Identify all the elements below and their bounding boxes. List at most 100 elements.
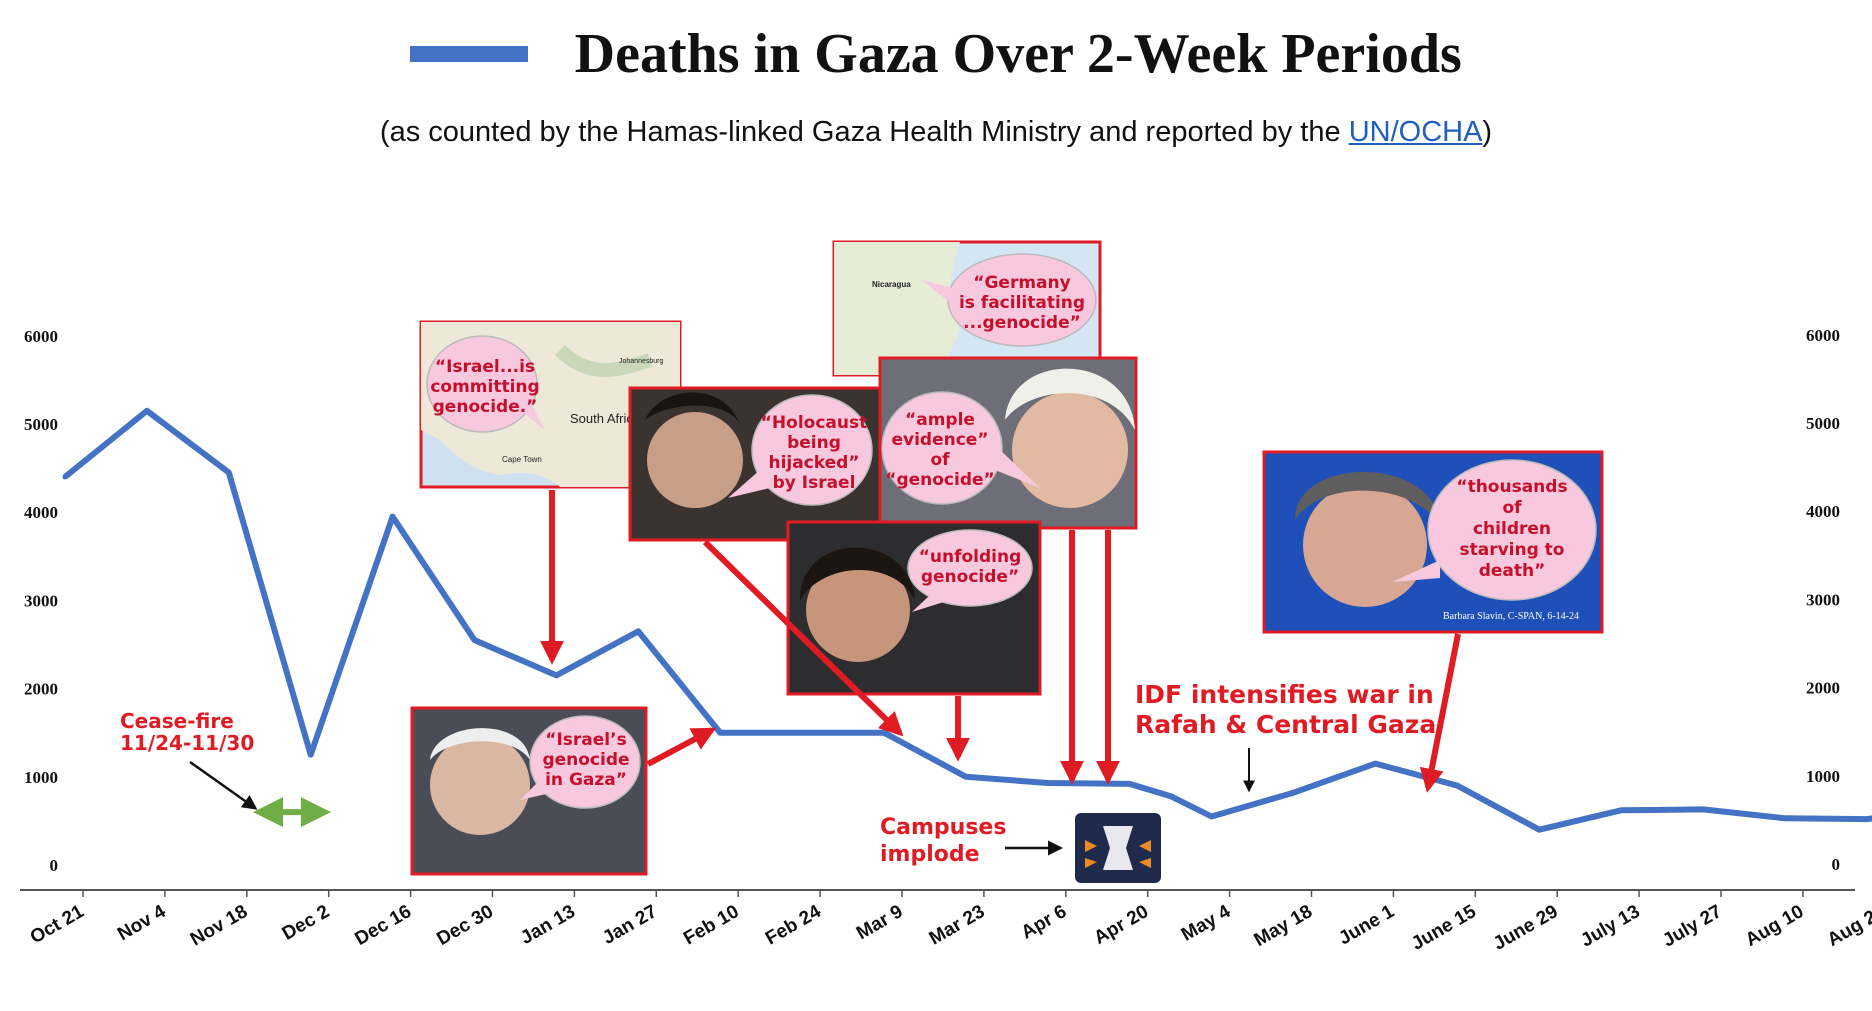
x-tick-label: Apr 6 [1018,901,1071,943]
x-tick-label: Aug 24 [1824,901,1872,951]
data-point [390,514,396,520]
data-point [1291,790,1296,796]
x-tick-label: Nov 18 [187,901,251,950]
data-point [1045,780,1051,786]
campuses-annotation-line1: Campuses [880,815,1006,840]
portrait-placeholder [430,735,530,835]
campuses-annotation-line2: implode [880,842,980,867]
quote-holocaust-3: hijacked” [768,453,859,473]
data-point [62,474,68,480]
y-axis-left: 0 1000 2000 3000 4000 5000 6000 [24,327,58,875]
x-tick-label: Oct 21 [27,901,88,948]
map-label-nicaragua: Nicaragua [872,280,911,289]
panel-germany: Nicaragua “Germany is facilitating ...ge… [832,240,1102,377]
x-tick-label: Mar 23 [926,901,989,949]
data-point [472,637,477,643]
source-link[interactable]: UN/OCHA [1348,116,1483,148]
campus-implode-icon [1075,813,1161,883]
quote-sanders-3: in Gaza” [545,770,627,790]
y-tick-label-left: 5000 [24,415,58,434]
y-tick-label-left: 2000 [24,680,58,699]
y-tick-label-left: 4000 [24,503,58,522]
arrow-thousands [1419,633,1461,793]
data-point [1168,793,1174,799]
quote-ample-1: “ample [905,410,975,430]
quote-thousands-3: children [1473,519,1551,539]
quote-ample-3: of [930,450,950,470]
photo-caption: Barbara Slavin, C-SPAN, 6-14-24 [1443,611,1579,622]
chart-title: Deaths in Gaza Over 2-Week Periods [574,23,1462,85]
panel-holocaust: “Holocaust being hijacked” by Israel [628,386,882,542]
data-point [881,730,887,736]
x-tick-label: May 18 [1251,901,1316,951]
subtitle-text: (as counted by the Hamas-linked Gaza Hea… [379,116,1349,148]
ceasefire-label-line2: 11/24-11/30 [120,731,254,755]
y-tick-label-left: 0 [50,856,59,875]
x-tick-label: Jan 27 [599,901,661,949]
series-layer [62,407,1872,833]
portrait-placeholder [806,558,910,662]
map-label-cape-town: Cape Town [502,455,542,464]
y-tick-label-right: 2000 [1806,679,1840,698]
x-tick-label: July 13 [1577,901,1643,951]
quote-ample-4: “genocide” [885,470,994,490]
data-point [1454,783,1460,789]
arrow-holocaust [702,539,904,737]
quote-holocaust-2: being [787,433,841,453]
panel-south-africa: South Africa Cape Town Johannesburg “Isr… [419,320,682,489]
y-tick-label-right: 1000 [1806,767,1840,786]
x-axis-ticks: Oct 21 Nov 4 Nov 18 Dec 2 Dec 16 Dec 30 Jan 13… [27,890,1872,955]
x-tick-label: June 1 [1335,901,1398,949]
speech-bubble [426,335,538,433]
quote-holocaust-1: “Holocaust [761,413,867,433]
data-point [1618,807,1624,813]
x-tick-label: May 4 [1178,901,1235,946]
x-tick-label: Jan 13 [517,901,579,949]
y-tick-label-right: 6000 [1806,326,1840,345]
y-tick-label-right: 4000 [1806,502,1840,521]
x-tick-label: Feb 24 [762,901,825,949]
idf-annotation-line1: IDF intensifies war in [1135,680,1434,709]
data-point [1127,781,1133,787]
quote-germany-3: ...genocide” [963,313,1081,333]
portrait-placeholder [647,412,743,508]
x-tick-label: Dec 2 [279,901,333,945]
data-point [226,470,232,476]
data-point [717,730,723,736]
data-point [1700,806,1706,812]
panel-unfolding: “unfolding genocide” [786,520,1042,696]
x-tick-label: Mar 9 [853,901,906,944]
data-point [144,408,150,414]
idf-annotation-line2: Rafah & Central Gaza [1135,710,1436,739]
chart-subtitle: (as counted by the Hamas-linked Gaza Hea… [0,116,1872,149]
title-row: Deaths in Gaza Over 2-Week Periods [0,22,1872,86]
x-tick-label: Dec 30 [433,901,497,950]
ceasefire-pointer-arrow [189,760,258,810]
panel-thousands: “thousands of children starving to death… [1262,450,1604,634]
quote-south-africa-1: “Israel...is [435,357,535,377]
quote-sanders-1: “Israel’s [545,730,626,750]
data-point [799,730,805,736]
speech-bubble [1427,459,1597,601]
quote-sanders-2: genocide [542,750,629,770]
subtitle-suffix: ) [1482,116,1493,148]
quote-holocaust-4: by Israel [773,473,856,493]
quote-germany-1: “Germany [973,273,1070,293]
arrow-sanders [646,727,717,767]
data-point [1782,815,1788,821]
y-axis-right: 0 1000 2000 3000 4000 5000 6000 [1806,326,1840,874]
map-label-johannesburg: Johannesburg [619,358,663,365]
portrait-placeholder [1303,483,1427,607]
ceasefire-label-line1: Cease-fire [120,709,234,733]
x-tick-label: Aug 10 [1742,901,1807,951]
quote-unfolding-2: genocide” [921,567,1019,587]
quote-ample-2: evidence” [891,430,988,450]
speech-bubble [907,529,1033,607]
quote-thousands-4: starving to [1459,540,1564,560]
quote-unfolding-1: “unfolding [919,547,1022,567]
data-point [1209,813,1215,819]
x-tick-label: Feb 10 [680,901,743,949]
x-tick-label: July 27 [1659,901,1725,951]
data-point [553,672,559,678]
